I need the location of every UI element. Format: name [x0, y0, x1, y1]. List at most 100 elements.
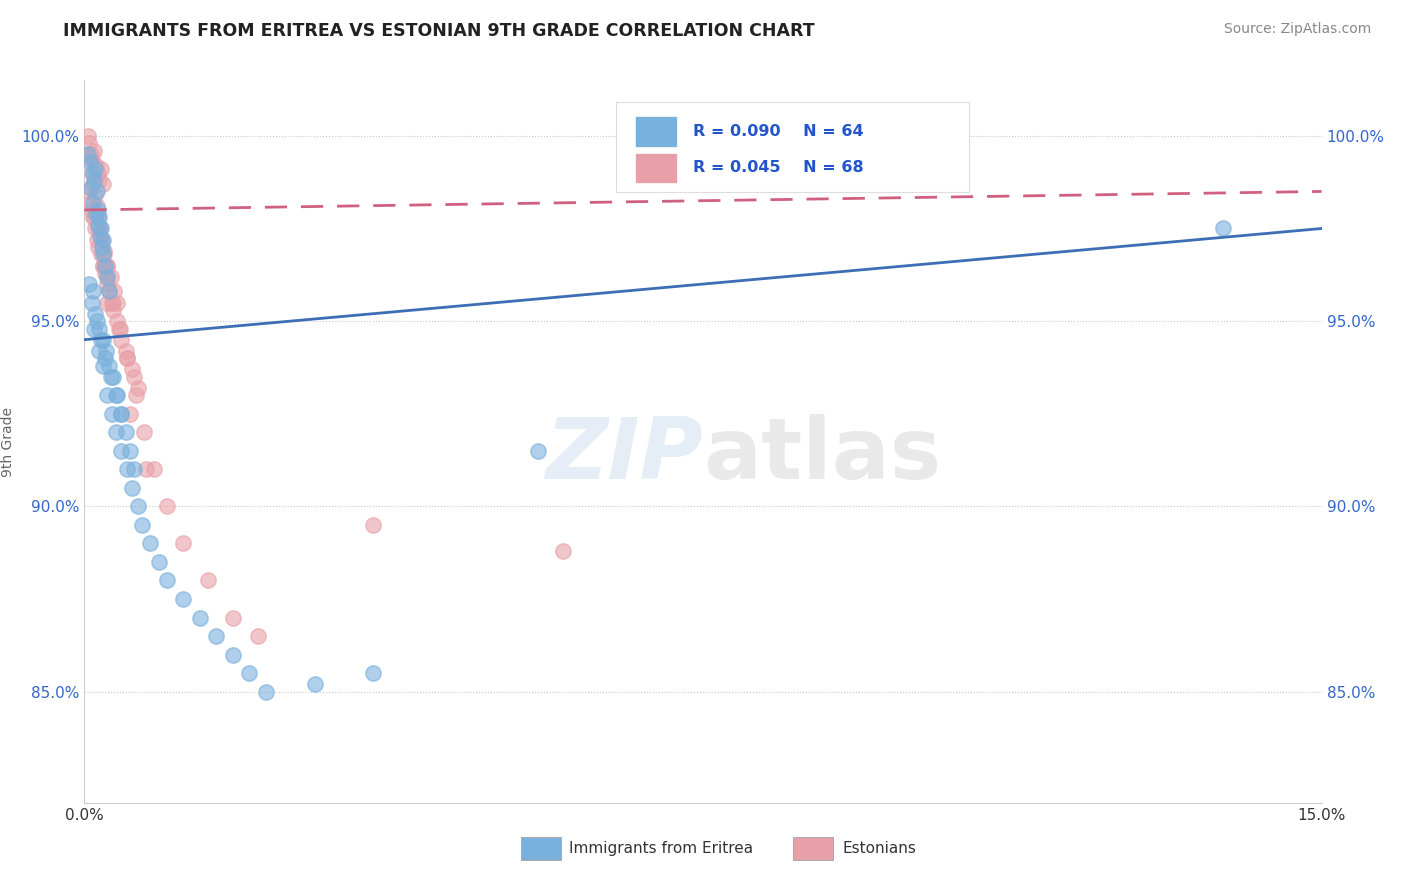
Point [79, 136, 101, 151]
Point [172, 592, 194, 607]
FancyBboxPatch shape [616, 102, 969, 193]
Point [86, 199, 108, 213]
Text: atlas: atlas [703, 415, 941, 498]
FancyBboxPatch shape [522, 837, 561, 860]
Point [98, 285, 121, 299]
Text: IMMIGRANTS FROM ERITREA VS ESTONIAN 9TH GRADE CORRELATION CHART: IMMIGRANTS FROM ERITREA VS ESTONIAN 9TH … [63, 22, 815, 40]
Point [84, 162, 107, 177]
Point [110, 407, 132, 421]
Point [86, 218, 108, 232]
Point [98, 285, 121, 299]
Point [94, 266, 117, 280]
Point [84, 159, 107, 173]
Point [94, 259, 117, 273]
Text: Estonians: Estonians [842, 841, 917, 855]
Point [80, 202, 103, 217]
Y-axis label: 9th Grade: 9th Grade [0, 407, 14, 476]
Point [90, 162, 112, 177]
Text: R = 0.045    N = 68: R = 0.045 N = 68 [693, 161, 863, 175]
FancyBboxPatch shape [793, 837, 832, 860]
Point [114, 425, 136, 440]
Point [114, 343, 136, 358]
Point [89, 221, 111, 235]
Point [87, 211, 110, 225]
Point [104, 425, 127, 440]
Point [118, 443, 141, 458]
Point [205, 629, 228, 643]
Point [82, 211, 104, 225]
Point [86, 314, 108, 328]
Point [84, 221, 107, 235]
Point [84, 207, 107, 221]
Point [80, 180, 103, 194]
Point [91, 177, 114, 191]
Point [82, 166, 104, 180]
Text: ZIP: ZIP [546, 415, 703, 498]
Point [96, 269, 118, 284]
Point [77, 147, 100, 161]
Point [156, 574, 179, 588]
Point [77, 185, 100, 199]
Point [527, 443, 550, 458]
Point [76, 128, 98, 143]
Point [91, 259, 114, 273]
Point [79, 277, 101, 291]
Point [80, 147, 103, 161]
Point [103, 285, 125, 299]
Point [105, 295, 128, 310]
Point [98, 359, 121, 373]
Point [117, 462, 139, 476]
Point [89, 343, 111, 358]
Point [197, 574, 219, 588]
Point [82, 177, 104, 191]
Point [96, 269, 118, 284]
Point [87, 202, 110, 217]
Point [139, 536, 162, 550]
Point [148, 555, 170, 569]
Point [127, 381, 149, 395]
Point [90, 221, 112, 235]
Point [108, 321, 131, 335]
FancyBboxPatch shape [636, 153, 678, 183]
Point [96, 259, 118, 273]
Point [93, 247, 115, 261]
Point [238, 666, 260, 681]
Point [103, 369, 125, 384]
Point [222, 648, 245, 662]
Point [100, 369, 122, 384]
Point [110, 443, 132, 458]
Point [84, 188, 107, 202]
Point [117, 351, 139, 366]
Point [156, 500, 179, 514]
Point [110, 333, 132, 347]
Point [91, 259, 114, 273]
Point [121, 481, 143, 495]
Point [222, 610, 245, 624]
Point [96, 388, 118, 402]
Text: Source: ZipAtlas.com: Source: ZipAtlas.com [1223, 22, 1371, 37]
Point [96, 277, 118, 291]
Point [89, 228, 111, 243]
Point [80, 166, 103, 180]
Point [80, 295, 103, 310]
Point [86, 221, 108, 235]
Point [89, 321, 111, 335]
Point [135, 462, 157, 476]
Point [96, 259, 118, 273]
Point [124, 388, 146, 402]
Point [361, 517, 384, 532]
Point [105, 388, 128, 402]
Point [132, 425, 155, 440]
Point [100, 269, 122, 284]
Point [254, 684, 277, 698]
Point [361, 666, 384, 681]
Point [87, 240, 110, 254]
Point [89, 211, 111, 225]
Point [103, 303, 125, 318]
Point [94, 343, 117, 358]
Point [91, 333, 114, 347]
Point [83, 144, 105, 158]
Point [90, 240, 112, 254]
Point [188, 610, 211, 624]
Point [82, 285, 104, 299]
